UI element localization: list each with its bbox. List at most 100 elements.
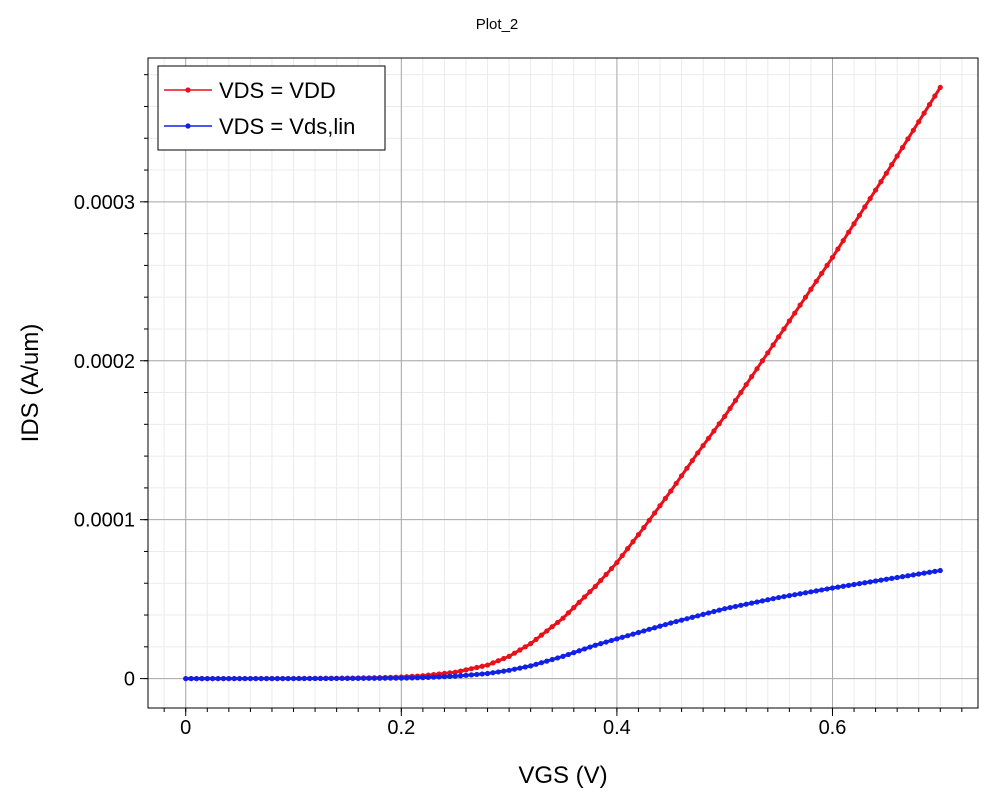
data-point xyxy=(484,670,491,677)
data-point xyxy=(759,598,766,604)
data-point xyxy=(571,650,577,656)
data-point xyxy=(457,673,464,679)
data-point xyxy=(695,613,701,619)
x-tick-label: 0 xyxy=(180,717,191,739)
data-point xyxy=(587,589,593,595)
data-point xyxy=(797,302,803,308)
data-point xyxy=(840,583,846,589)
data-point xyxy=(328,675,334,682)
data-point xyxy=(188,675,194,682)
data-point xyxy=(307,675,313,682)
data-point xyxy=(872,187,879,193)
data-point xyxy=(452,669,458,675)
data-point xyxy=(280,675,286,682)
data-point xyxy=(501,655,507,662)
data-point xyxy=(668,620,674,626)
data-point xyxy=(824,586,830,592)
data-point xyxy=(673,618,679,625)
data-point xyxy=(592,642,598,648)
data-point xyxy=(916,571,922,577)
y-tick-label: 0.0003 xyxy=(74,192,135,214)
data-point xyxy=(571,605,577,611)
data-point xyxy=(528,641,534,647)
data-point xyxy=(732,603,739,610)
data-point xyxy=(657,623,663,629)
legend-box xyxy=(157,65,386,151)
data-point xyxy=(290,675,297,682)
data-point xyxy=(285,675,291,682)
data-point xyxy=(668,488,674,494)
data-point xyxy=(312,675,318,682)
legend-item: VDS = Vds,lin xyxy=(164,114,355,139)
data-point xyxy=(565,610,571,616)
data-point xyxy=(447,670,453,676)
data-point xyxy=(183,675,189,682)
data-point xyxy=(775,334,782,340)
data-point xyxy=(878,577,884,583)
series-1 xyxy=(183,84,943,682)
data-point xyxy=(371,675,377,681)
data-point xyxy=(528,663,534,669)
data-point xyxy=(889,575,895,581)
data-point xyxy=(463,672,469,678)
data-point xyxy=(533,661,539,667)
data-point xyxy=(625,633,631,639)
data-point xyxy=(759,358,766,364)
data-point xyxy=(355,675,361,681)
data-point xyxy=(484,662,491,668)
data-point xyxy=(662,495,669,501)
data-point xyxy=(258,675,264,682)
data-point xyxy=(425,674,431,681)
data-point xyxy=(867,579,873,585)
data-point xyxy=(555,655,561,661)
data-point xyxy=(932,93,938,99)
data-point xyxy=(916,119,922,125)
axis-ticks xyxy=(140,74,963,716)
data-point xyxy=(738,389,744,396)
data-point xyxy=(474,664,480,671)
data-point xyxy=(732,397,739,404)
data-point xyxy=(560,653,566,659)
data-point xyxy=(490,670,496,676)
data-point xyxy=(587,644,593,650)
data-point xyxy=(393,675,399,681)
series-layer xyxy=(183,84,943,682)
data-point xyxy=(506,667,512,673)
x-tick-label: 0.6 xyxy=(819,717,847,739)
data-point xyxy=(835,584,841,590)
legend-swatch-marker xyxy=(185,123,191,129)
data-point xyxy=(700,611,706,617)
data-point xyxy=(829,254,836,261)
data-point xyxy=(242,675,248,682)
data-point xyxy=(851,581,857,588)
data-point xyxy=(387,675,394,681)
data-point xyxy=(479,663,485,669)
data-point xyxy=(684,616,690,622)
data-point xyxy=(614,559,620,566)
data-point xyxy=(749,600,755,606)
data-point xyxy=(926,101,933,108)
data-point xyxy=(382,675,388,681)
data-point xyxy=(263,675,270,682)
data-point xyxy=(404,675,410,681)
data-point xyxy=(220,675,227,682)
data-point xyxy=(204,675,210,682)
data-point xyxy=(226,675,232,682)
data-point xyxy=(247,675,254,682)
data-point xyxy=(603,639,609,645)
y-tick-label: 0 xyxy=(124,669,135,691)
data-point xyxy=(775,594,782,601)
data-point xyxy=(598,641,604,647)
data-point xyxy=(253,675,259,682)
data-point xyxy=(210,675,216,682)
data-point xyxy=(705,435,712,441)
data-point xyxy=(862,204,868,210)
data-point xyxy=(544,658,550,664)
data-point xyxy=(786,593,792,599)
legend-swatch-marker xyxy=(185,87,191,93)
data-point xyxy=(533,636,539,642)
data-point xyxy=(899,144,906,151)
data-point xyxy=(576,648,582,654)
data-point xyxy=(716,421,722,427)
data-point xyxy=(770,596,776,602)
